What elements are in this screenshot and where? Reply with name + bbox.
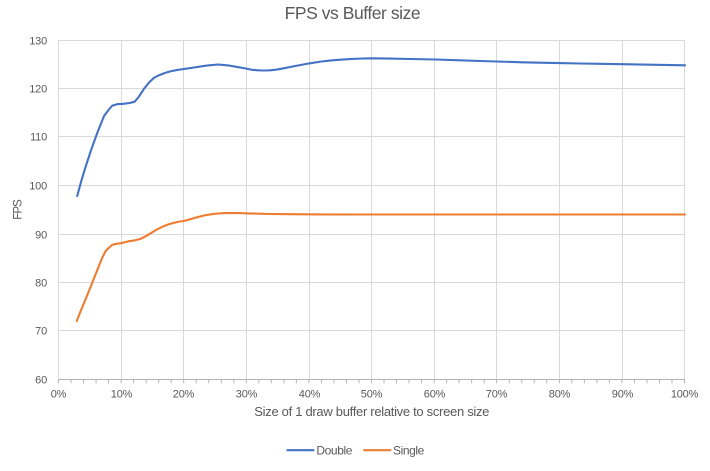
svg-text:60%: 60% [424,389,446,401]
svg-text:80: 80 [35,278,47,290]
svg-text:FPS: FPS [13,199,25,220]
svg-text:30%: 30% [236,389,258,401]
svg-text:60: 60 [35,375,47,387]
svg-text:110: 110 [30,132,47,144]
svg-text:90%: 90% [612,389,634,401]
svg-text:40%: 40% [299,389,321,401]
svg-text:0%: 0% [51,389,67,401]
svg-text:Single: Single [393,443,425,457]
svg-text:10%: 10% [111,389,133,401]
svg-text:100%: 100% [671,389,699,401]
svg-text:Size of 1 draw buffer relative: Size of 1 draw buffer relative to screen… [254,404,489,419]
svg-text:70%: 70% [486,389,508,401]
svg-text:70: 70 [35,326,47,338]
svg-text:Double: Double [316,443,352,457]
svg-text:FPS vs Buffer size: FPS vs Buffer size [285,3,421,23]
svg-text:120: 120 [29,84,47,96]
svg-text:130: 130 [29,36,47,48]
svg-text:80%: 80% [549,389,571,401]
svg-text:50%: 50% [361,389,383,401]
svg-text:100: 100 [29,181,47,193]
svg-text:90: 90 [35,230,47,242]
svg-text:20%: 20% [173,389,195,401]
